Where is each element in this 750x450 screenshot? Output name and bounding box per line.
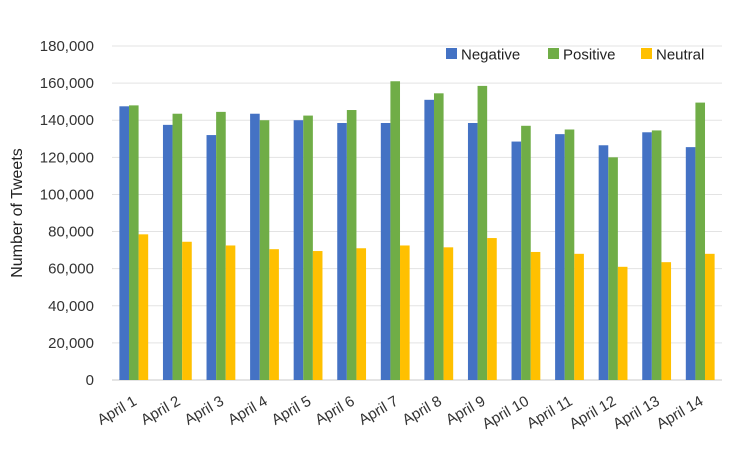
legend-label-negative: Negative (461, 47, 520, 64)
bar-negative-april-13 (642, 132, 652, 380)
x-tick-label: April 4 (225, 393, 270, 429)
y-tick-label: 40,000 (48, 298, 94, 315)
y-tick-label: 100,000 (40, 186, 94, 203)
bar-neutral-april-6 (356, 248, 367, 380)
y-tick-label: 140,000 (40, 112, 94, 129)
bar-neutral-april-3 (225, 245, 236, 380)
bar-negative-april-6 (337, 123, 347, 380)
x-tick-label: April 8 (399, 393, 444, 429)
y-axis-ticks: 0 20,000 40,000 60,000 80,000 100,000 120,000 1… (40, 38, 94, 389)
bar-neutral-april-4 (269, 249, 279, 380)
bar-neutral-april-10 (530, 251, 541, 380)
bar-negative-april-1 (119, 106, 129, 381)
bar-neutral-april-14 (705, 253, 715, 380)
bar-neutral-april-7 (400, 245, 410, 380)
bar-neutral-april-8 (443, 247, 454, 380)
x-tick-label: April 3 (182, 393, 227, 429)
bar-positive-april-11 (564, 129, 575, 380)
bar-positive-april-13 (651, 130, 662, 380)
x-tick-label: April 7 (356, 393, 401, 429)
bar-neutral-april-2 (182, 241, 192, 380)
y-tick-label: 160,000 (40, 75, 94, 92)
y-tick-label: 60,000 (48, 261, 94, 278)
legend-swatch-positive (548, 48, 559, 59)
bar-negative-april-14 (685, 147, 696, 380)
x-tick-label: April 14 (654, 393, 707, 433)
x-tick-label: April 12 (567, 393, 620, 433)
bar-positive-april-6 (346, 110, 357, 381)
bar-neutral-april-11 (574, 253, 584, 380)
bar-neutral-april-12 (617, 266, 628, 380)
x-tick-label: April 10 (479, 393, 532, 433)
bar-positive-april-8 (433, 93, 444, 381)
bar-positive-april-1 (128, 105, 139, 380)
y-tick-label: 120,000 (40, 149, 94, 166)
bar-neutral-april-5 (312, 251, 323, 380)
bar-neutral-april-13 (661, 262, 672, 380)
x-tick-label: April 11 (524, 393, 576, 433)
x-tick-label: April 5 (269, 393, 314, 429)
bar-positive-april-5 (303, 115, 313, 380)
x-tick-label: April 1 (94, 393, 139, 429)
bar-neutral-april-1 (138, 234, 149, 380)
gridlines (112, 45, 722, 381)
bar-positive-april-12 (608, 157, 618, 380)
x-tick-label: April 6 (312, 393, 357, 429)
y-tick-label: 0 (86, 372, 94, 389)
bar-negative-april-12 (598, 145, 609, 380)
bar-positive-april-7 (390, 81, 401, 380)
x-tick-label: April 2 (138, 393, 183, 429)
bar-positive-april-14 (695, 102, 706, 380)
legend: Negative Positive Neutral (446, 47, 704, 64)
bar-negative-april-2 (162, 124, 173, 380)
y-tick-label: 180,000 (40, 38, 94, 55)
bar-positive-april-2 (172, 113, 183, 380)
bar-negative-april-7 (380, 123, 391, 380)
bar-positive-april-9 (477, 85, 488, 381)
legend-label-neutral: Neutral (656, 47, 704, 64)
bar-negative-april-5 (293, 120, 304, 380)
bar-negative-april-10 (511, 141, 522, 380)
bar-negative-april-4 (250, 113, 260, 380)
bar-positive-april-10 (521, 125, 531, 381)
bar-neutral-april-9 (487, 238, 497, 380)
bar-negative-april-9 (467, 123, 478, 380)
bar-negative-april-3 (206, 135, 217, 380)
y-tick-label: 20,000 (48, 335, 94, 352)
y-axis-label: Number of Tweets (9, 148, 26, 278)
x-tick-label: April 13 (610, 393, 663, 433)
legend-swatch-negative (446, 48, 457, 59)
bar-negative-april-8 (424, 99, 434, 381)
bar-negative-april-11 (555, 134, 565, 380)
legend-label-positive: Positive (563, 47, 616, 64)
bars (119, 81, 715, 381)
bar-positive-april-3 (216, 111, 226, 380)
bar-positive-april-4 (259, 120, 270, 380)
y-tick-label: 80,000 (48, 224, 94, 241)
legend-swatch-neutral (641, 48, 652, 59)
